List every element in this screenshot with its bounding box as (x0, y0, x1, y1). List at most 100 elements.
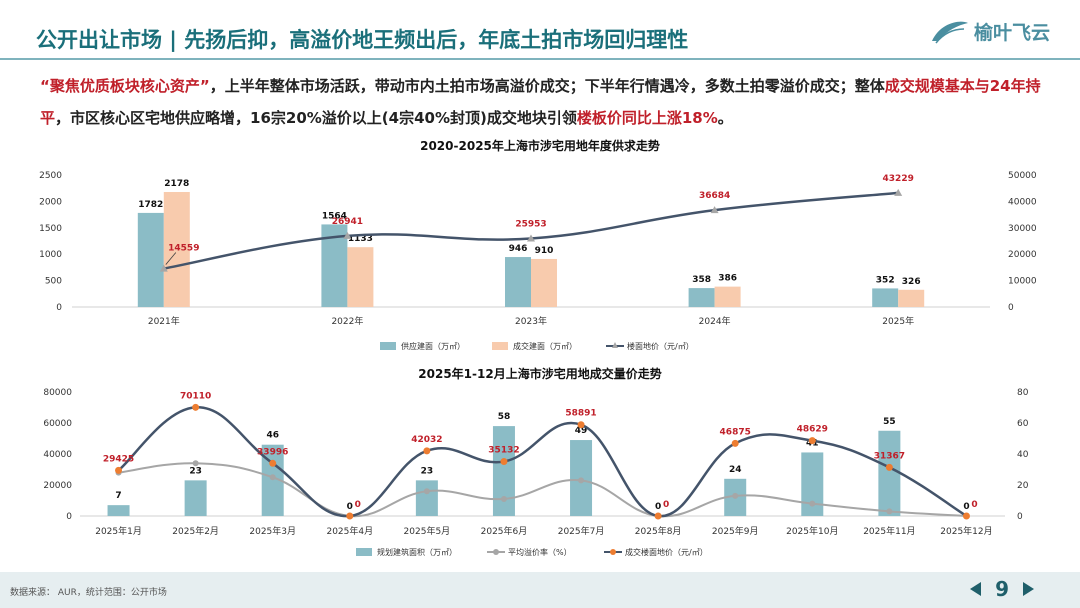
next-page-icon[interactable] (1023, 582, 1034, 596)
chart2-x-tick: 2025年7月 (558, 525, 605, 537)
chart2-x-tick: 2025年9月 (712, 525, 759, 537)
chart2-right-tick: 0 (1017, 512, 1023, 522)
chart2-premium-point (192, 460, 199, 467)
chart2-x-tick: 2025年4月 (326, 525, 373, 537)
summary-text: “聚焦优质板块核心资产”，上半年整体市场活跃，带动市内土拍市场高溢价成交；下半年… (40, 70, 1050, 134)
chart1-bar-supply (872, 288, 899, 307)
chart2-price-label: 33996 (257, 447, 288, 457)
chart2-x-tick: 2025年3月 (249, 525, 296, 537)
chart2-left-tick: 40000 (43, 450, 72, 460)
summary-part-6: 。 (717, 109, 733, 127)
chart2-legend-marker (493, 549, 499, 555)
chart1-x-tick: 2023年 (515, 315, 547, 327)
chart2-price-point (269, 459, 277, 467)
chart1-left-tick: 0 (56, 303, 62, 313)
chart1-title: 2020-2025年上海市涉宅用地年度供求走势 (420, 138, 660, 153)
chart1-price-point (343, 231, 352, 239)
chart1-bar-deal (347, 247, 374, 307)
chart2-legend-label: 成交楼面地价（元/㎡） (625, 547, 708, 557)
chart1-bar-supply (688, 288, 715, 307)
chart2-price-point (423, 447, 431, 455)
chart1-left-tick: 500 (45, 277, 62, 287)
chart1-label-leader (165, 252, 177, 265)
chart2-price-point (808, 437, 816, 445)
chart1-x-tick: 2022年 (331, 315, 363, 327)
chart2-bar-area (801, 452, 824, 516)
footer-bar (0, 572, 1080, 608)
chart2-premium-point (578, 477, 585, 484)
chart2-price-label: 70110 (180, 391, 211, 401)
chart1-bar-label: 326 (902, 277, 921, 287)
chart1-x-tick: 2025年 (882, 315, 914, 327)
chart1-bar-label: 1564 (322, 211, 347, 221)
chart1-legend-label: 楼面地价（元/㎡） (627, 341, 694, 351)
chart2-x-tick: 2025年12月 (940, 525, 992, 537)
chart1-legend-swatch (492, 342, 508, 350)
chart1-bar-label: 352 (876, 275, 895, 285)
chart2-price-point (500, 458, 508, 466)
chart1-price-label: 43229 (883, 174, 914, 184)
chart2-price-label: 0 (663, 500, 669, 510)
chart2-bar-label: 0 (655, 502, 661, 512)
chart2-bar-label: 24 (729, 465, 742, 475)
chart1-bar-label: 910 (535, 246, 554, 256)
chart2-left-tick: 20000 (43, 481, 72, 491)
chart1-bar-deal (714, 286, 741, 307)
chart2-bar-label: 7 (115, 491, 121, 501)
chart1-bar-label: 386 (718, 274, 737, 284)
page-number: 9 (995, 577, 1009, 601)
chart2-bar-label: 0 (963, 502, 969, 512)
chart1-right-tick: 50000 (1008, 171, 1037, 181)
prev-page-icon[interactable] (970, 582, 982, 596)
brand-logo: 榆叶飞云 (930, 18, 1050, 45)
summary-highlight-1: “聚焦优质板块核心资产” (40, 77, 210, 95)
chart2-price-label: 58891 (565, 409, 596, 419)
chart1-price-point (710, 206, 719, 214)
chart2-premium-point (886, 508, 893, 515)
chart2-legend-label: 规划建筑面积（万㎡） (377, 547, 457, 557)
chart1-bar-label: 1133 (348, 234, 373, 244)
header-divider (0, 58, 1080, 60)
chart1-price-label: 25953 (515, 219, 546, 229)
chart1-legend-marker (612, 342, 618, 348)
chart2-bar-area (492, 426, 515, 516)
chart2-bar-label: 58 (498, 412, 511, 422)
chart1-price-point (159, 264, 168, 272)
chart1-left-tick: 2000 (39, 197, 62, 207)
chart2-price-point (346, 512, 354, 520)
chart2-premium-point (809, 500, 816, 507)
chart2-price-point (731, 439, 739, 447)
chart1-right-tick: 0 (1008, 303, 1014, 313)
chart1-bar-label: 946 (509, 244, 528, 254)
chart2-right-tick: 60 (1017, 419, 1029, 429)
chart2-right-tick: 20 (1017, 481, 1029, 491)
chart1-bar-deal (898, 289, 925, 307)
chart1-bar-supply (137, 212, 164, 307)
chart2-legend-swatch (356, 548, 372, 556)
chart2-bar-area (878, 430, 901, 516)
chart1-x-tick: 2021年 (148, 315, 180, 327)
chart2-price-label: 0 (971, 500, 977, 510)
chart2-left-tick: 80000 (43, 388, 72, 398)
chart2-legend-label: 平均溢价率（%） (508, 547, 572, 557)
chart2-premium-line (118, 462, 967, 518)
chart2-bar-area (415, 480, 438, 516)
charts-canvas: 2020-2025年上海市涉宅用地年度供求走势05001000150020002… (39, 138, 1037, 557)
chart2-x-tick: 2025年1月 (95, 525, 142, 537)
leaf-logo-icon (931, 21, 968, 43)
chart1-legend-swatch (380, 342, 396, 350)
data-source: 数据来源： AUR，统计范围：公开市场 (10, 588, 167, 598)
logo-text: 榆叶飞云 (973, 22, 1050, 44)
chart2-left-tick: 60000 (43, 419, 72, 429)
chart2-premium-point (732, 492, 739, 499)
page-title: 公开出让市场 | 先扬后抑，高溢价地王频出后，年底土拍市场回归理性 (36, 28, 689, 52)
chart2-x-tick: 2025年10月 (786, 525, 838, 537)
chart1-x-tick: 2024年 (699, 315, 731, 327)
chart2-x-tick: 2025年5月 (404, 525, 451, 537)
chart1-price-point (527, 234, 535, 242)
chart2-premium-point (423, 488, 430, 495)
chart2-price-label: 35132 (488, 446, 519, 456)
chart1-left-tick: 2500 (39, 171, 62, 181)
chart2-left-tick: 0 (66, 512, 72, 522)
chart2-bar-label: 46 (266, 431, 279, 441)
